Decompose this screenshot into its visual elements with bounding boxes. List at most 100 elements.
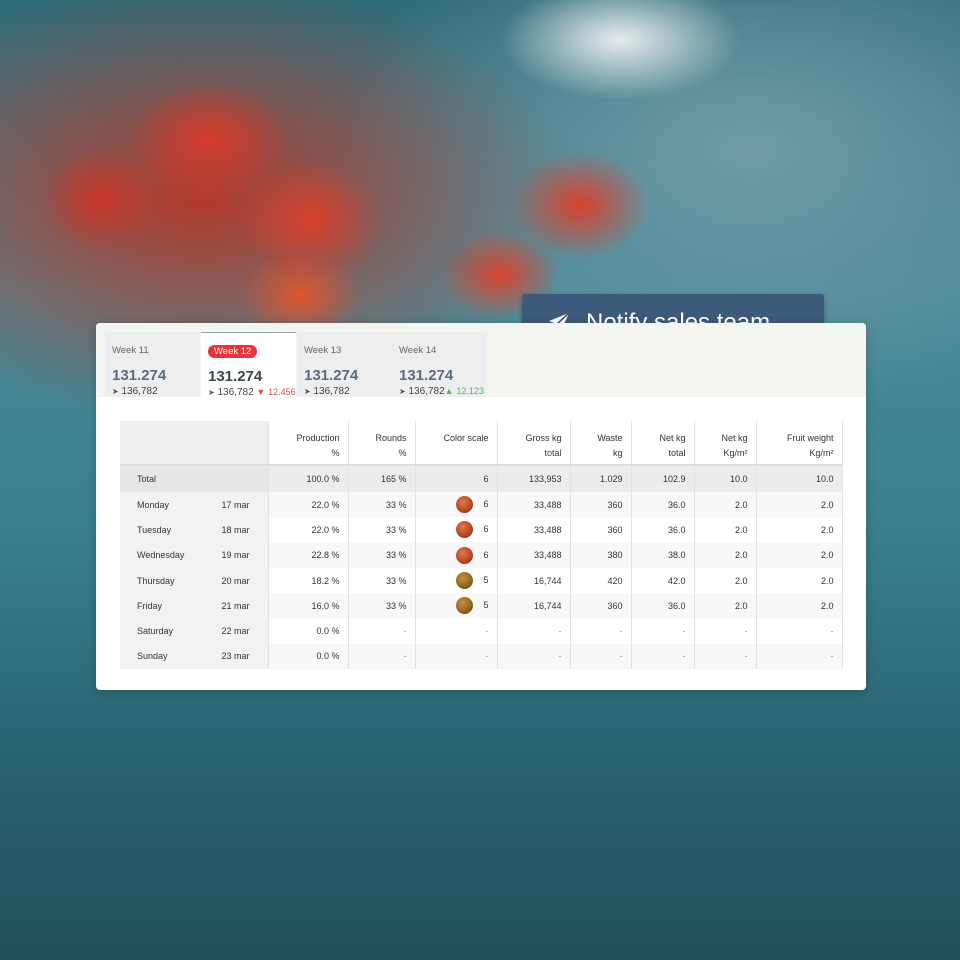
cell: 36.0: [631, 593, 695, 619]
day-cell: Sunday: [120, 643, 205, 670]
table-row: Wednesday 19 mar 22.8 % 33 % 6 33,488 380 38.0 2…: [120, 542, 843, 568]
cell: 38.0: [631, 542, 695, 568]
header-title: Rounds: [375, 433, 407, 443]
paper-plane-icon: ➤: [304, 387, 311, 396]
cell: 16.0 %: [268, 593, 349, 619]
day-cell: Friday: [120, 593, 205, 619]
table-row: Thursday 20 mar 18.2 % 33 % 5 16,744 420 42.0 2.…: [120, 567, 843, 594]
header-unit: %: [331, 448, 340, 458]
cell-value: 33,488: [533, 499, 562, 510]
cell: 16,744: [497, 567, 571, 594]
paper-plane-icon: ➤: [399, 387, 406, 396]
tab-value: 131.274: [112, 367, 167, 384]
column-header: Rounds%: [348, 421, 416, 466]
trend-down-icon: ▼: [256, 387, 266, 397]
tab-label: Week 12: [208, 345, 258, 358]
cell: 5: [415, 567, 498, 594]
cell-value: 33 %: [385, 499, 407, 510]
cell: -: [497, 618, 571, 644]
cell-value: 360: [607, 600, 623, 611]
column-header: Production%: [268, 421, 349, 466]
cell-value: 36.0: [667, 600, 686, 611]
cell: 360: [570, 492, 632, 518]
header-title: Waste: [597, 433, 623, 443]
cell-value: 10.0: [729, 474, 748, 484]
column-header: Net kg Kg/m²: [694, 421, 757, 466]
tab-label: Week 14: [399, 345, 437, 356]
column-header: Waste kg: [570, 421, 632, 466]
cell-value: -: [682, 626, 686, 637]
cell-value: -: [830, 651, 834, 662]
cell: 2.0: [756, 542, 843, 568]
tab-value: 131.274: [304, 367, 359, 384]
tab-label: Week 11: [112, 345, 149, 356]
cell-value: -: [485, 626, 489, 637]
cell: -: [415, 618, 498, 644]
cell-value: 2.0: [820, 550, 834, 561]
day-cell: Wednesday: [120, 542, 205, 568]
column-header: Fruit weight Kg/m²: [756, 421, 843, 466]
cell-value: -: [830, 626, 834, 637]
delta: 12.123: [456, 386, 484, 396]
cell: -: [631, 643, 695, 670]
cell: 2.0: [694, 492, 757, 518]
cell-value: -: [558, 651, 562, 662]
cell-value: 33 %: [385, 524, 407, 535]
tab-week-11[interactable]: Week 11 131.274 ➤ 136,782: [105, 332, 200, 397]
cell: 102.9: [631, 465, 695, 492]
cell-value: 165 %: [380, 474, 407, 484]
header-unit: total: [544, 448, 562, 458]
date-cell: 21 mar: [204, 593, 269, 619]
cell-value: 1.029: [599, 474, 623, 484]
total-row: Total 100.0 % 165 % 6 133,953 1.029 102.9 10.0 1…: [120, 465, 843, 492]
header-unit: Kg/m²: [809, 448, 834, 458]
cell-value: 42.0: [667, 575, 686, 586]
cell: 5: [415, 593, 498, 619]
cell-value: -: [682, 651, 686, 662]
cell-value: -: [744, 626, 748, 637]
cell-value: 16,744: [533, 575, 562, 586]
cell-value: 133,953: [528, 474, 562, 484]
cell: -: [497, 643, 571, 670]
cell-value: 6: [483, 474, 489, 484]
cell-value: 6: [483, 524, 489, 535]
tab-sub-value: 136,782: [408, 386, 445, 397]
header-title: Production: [296, 433, 340, 443]
cell-value: 5: [483, 600, 489, 611]
column-header: Gross kg total: [497, 421, 571, 466]
table-row: Friday 21 mar 16.0 % 33 % 5 16,744 360 36.0 2.0 2…: [120, 593, 843, 619]
tomato-color-icon: [456, 597, 474, 615]
tab-value: 131.274: [208, 368, 263, 385]
header-title: Net kg: [659, 433, 686, 443]
header-title: Net kg: [721, 433, 748, 443]
header-unit: Kg/m²: [723, 448, 748, 458]
tab-week-12[interactable]: Week 12 131.274 ➤ 136,782 ▼ 12.456: [201, 332, 296, 398]
cell-value: -: [403, 626, 407, 637]
cell: 33 %: [348, 542, 416, 568]
cell: 33,488: [497, 517, 571, 543]
tomato-color-icon: [456, 546, 474, 564]
cell-value: 100.0 %: [306, 474, 340, 484]
cell: 360: [570, 517, 632, 543]
cell-value: 33 %: [385, 600, 407, 611]
cell-value: 0.0 %: [316, 651, 340, 662]
cell-value: 2.0: [820, 524, 834, 535]
cell-value: 2.0: [820, 600, 834, 611]
cell: 2.0: [756, 593, 843, 619]
cell: -: [570, 618, 632, 644]
tab-week-13[interactable]: Week 13 131.274 ➤ 136,782: [297, 332, 392, 397]
cell-value: 102.9: [662, 474, 686, 484]
cell: 33 %: [348, 593, 416, 619]
cell: -: [415, 643, 498, 670]
cell-value: -: [403, 651, 407, 662]
header-title: Fruit weight: [786, 433, 834, 443]
cell-value: 0.0 %: [316, 626, 340, 637]
cell: 0.0 %: [268, 643, 349, 670]
date-cell: 23 mar: [204, 643, 269, 670]
cell: 2.0: [694, 567, 757, 594]
cell: 42.0: [631, 567, 695, 594]
tab-week-14[interactable]: Week 14 131.274 ➤ 136,782▲ 12.123: [392, 332, 487, 397]
cell-value: 33,488: [533, 550, 562, 561]
day-cell: Tuesday: [120, 517, 205, 543]
cell: 16,744: [497, 593, 571, 619]
